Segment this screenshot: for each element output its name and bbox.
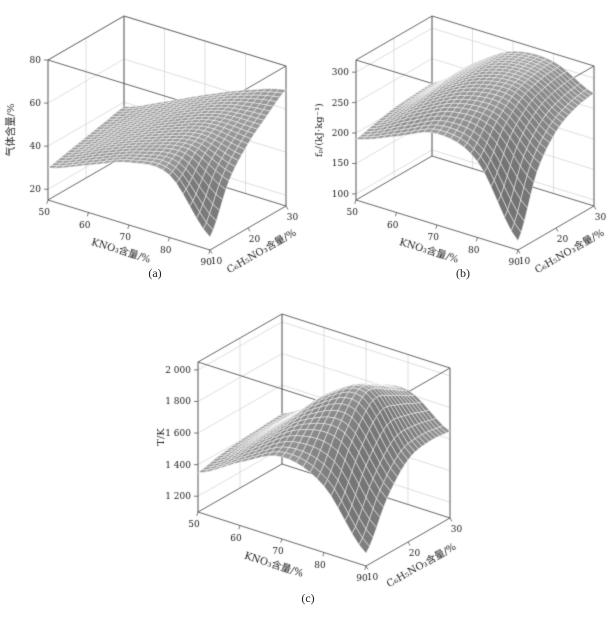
caption-a: (a) xyxy=(148,266,162,280)
surface-plot-b: (b) xyxy=(310,4,616,281)
surface-plot-c: (c) xyxy=(140,296,476,606)
caption-b: (b) xyxy=(456,266,470,280)
plot-canvas-b xyxy=(310,4,616,276)
surface-plot-a: (a) xyxy=(2,4,308,281)
plot-canvas-c xyxy=(140,296,476,601)
plot-canvas-a xyxy=(2,4,308,276)
caption-c: (c) xyxy=(301,591,315,605)
